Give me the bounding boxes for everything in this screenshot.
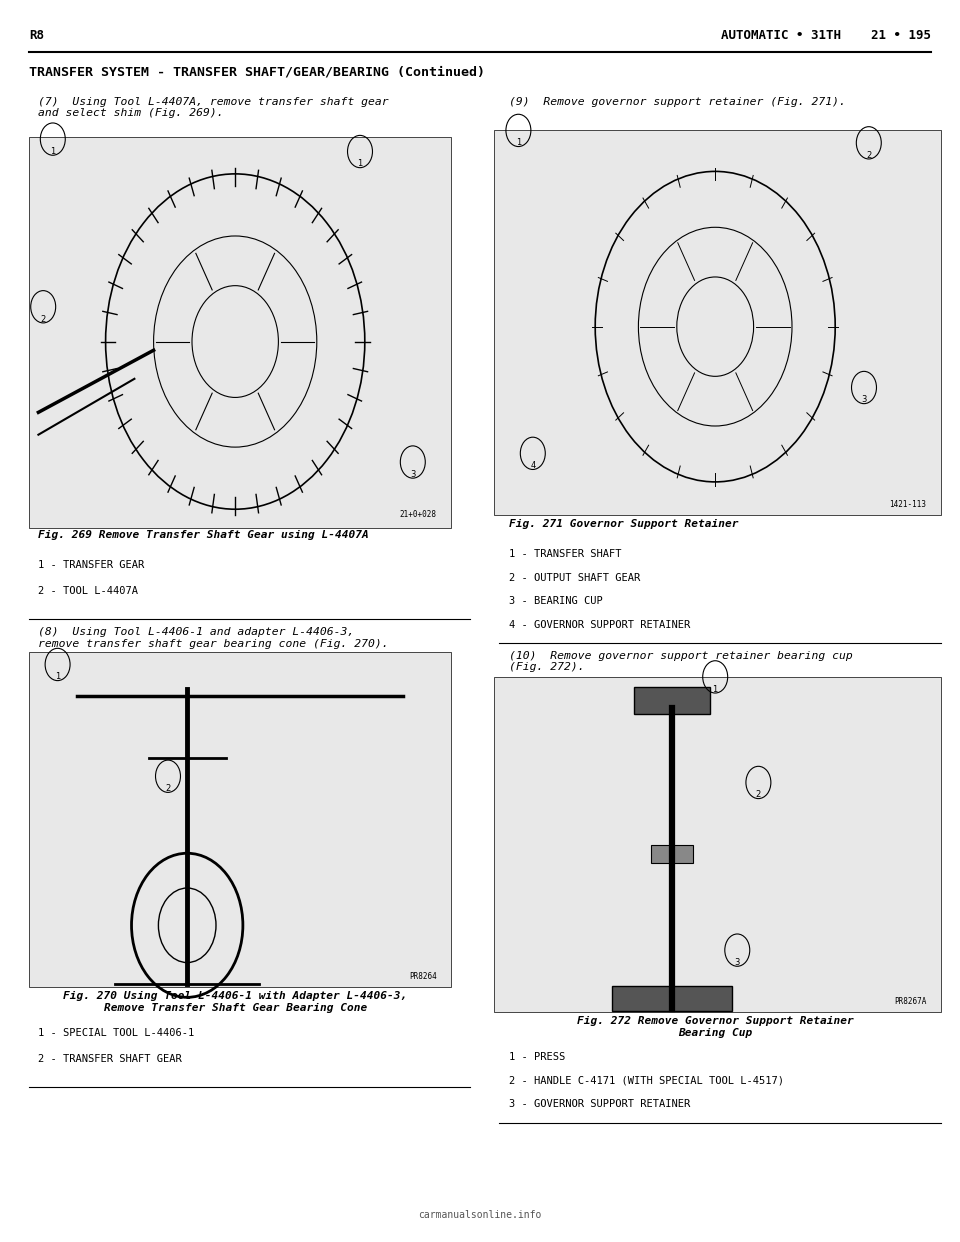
Text: 2: 2 bbox=[40, 314, 46, 324]
FancyBboxPatch shape bbox=[612, 986, 732, 1011]
Text: 3 - GOVERNOR SUPPORT RETAINER: 3 - GOVERNOR SUPPORT RETAINER bbox=[509, 1099, 690, 1109]
Text: Fig. 270 Using Tool L-4406-1 with Adapter L-4406-3,
Remove Transfer Shaft Gear B: Fig. 270 Using Tool L-4406-1 with Adapte… bbox=[63, 991, 407, 1012]
Text: 1 - PRESS: 1 - PRESS bbox=[509, 1052, 565, 1062]
Text: 1: 1 bbox=[50, 147, 56, 156]
Text: 2 - HANDLE C-4171 (WITH SPECIAL TOOL L-4517): 2 - HANDLE C-4171 (WITH SPECIAL TOOL L-4… bbox=[509, 1076, 783, 1086]
Text: 21+0+028: 21+0+028 bbox=[399, 510, 437, 519]
Text: 3: 3 bbox=[734, 958, 740, 968]
Text: 1: 1 bbox=[55, 672, 60, 682]
FancyBboxPatch shape bbox=[651, 845, 693, 863]
Text: PR8264: PR8264 bbox=[409, 972, 437, 981]
Text: 3 - BEARING CUP: 3 - BEARING CUP bbox=[509, 596, 603, 606]
Text: Fig. 272 Remove Governor Support Retainer
Bearing Cup: Fig. 272 Remove Governor Support Retaine… bbox=[577, 1016, 853, 1037]
Text: Fig. 271 Governor Support Retainer: Fig. 271 Governor Support Retainer bbox=[509, 519, 738, 529]
FancyBboxPatch shape bbox=[494, 677, 941, 1012]
Text: (10)  Remove governor support retainer bearing cup
(Fig. 272).: (10) Remove governor support retainer be… bbox=[509, 651, 852, 672]
Text: 1421-113: 1421-113 bbox=[889, 501, 926, 509]
Text: 2 - OUTPUT SHAFT GEAR: 2 - OUTPUT SHAFT GEAR bbox=[509, 573, 640, 582]
Text: PR8267A: PR8267A bbox=[894, 997, 926, 1006]
Text: 1: 1 bbox=[712, 684, 718, 694]
Text: 1: 1 bbox=[357, 159, 363, 169]
Text: 2: 2 bbox=[165, 784, 171, 794]
FancyBboxPatch shape bbox=[494, 130, 941, 515]
FancyBboxPatch shape bbox=[29, 652, 451, 987]
Text: (8)  Using Tool L-4406-1 and adapter L-4406-3,
remove transfer shaft gear bearin: (8) Using Tool L-4406-1 and adapter L-44… bbox=[38, 627, 389, 648]
Text: Fig. 269 Remove Transfer Shaft Gear using L-4407A: Fig. 269 Remove Transfer Shaft Gear usin… bbox=[38, 530, 370, 540]
Text: 2 - TRANSFER SHAFT GEAR: 2 - TRANSFER SHAFT GEAR bbox=[38, 1054, 182, 1064]
Text: AUTOMATIC • 31TH    21 • 195: AUTOMATIC • 31TH 21 • 195 bbox=[721, 30, 931, 42]
FancyBboxPatch shape bbox=[634, 687, 710, 714]
Text: 1: 1 bbox=[516, 138, 521, 148]
Text: 1 - SPECIAL TOOL L-4406-1: 1 - SPECIAL TOOL L-4406-1 bbox=[38, 1028, 195, 1038]
Text: 3: 3 bbox=[861, 395, 867, 405]
Text: 1 - TRANSFER SHAFT: 1 - TRANSFER SHAFT bbox=[509, 549, 621, 559]
Text: carmanualsonline.info: carmanualsonline.info bbox=[419, 1210, 541, 1220]
Text: TRANSFER SYSTEM - TRANSFER SHAFT/GEAR/BEARING (Continued): TRANSFER SYSTEM - TRANSFER SHAFT/GEAR/BE… bbox=[29, 66, 485, 78]
Text: 4: 4 bbox=[530, 461, 536, 471]
Text: 4 - GOVERNOR SUPPORT RETAINER: 4 - GOVERNOR SUPPORT RETAINER bbox=[509, 620, 690, 630]
Text: (7)  Using Tool L-4407A, remove transfer shaft gear
and select shim (Fig. 269).: (7) Using Tool L-4407A, remove transfer … bbox=[38, 97, 389, 118]
Text: (9)  Remove governor support retainer (Fig. 271).: (9) Remove governor support retainer (Fi… bbox=[509, 97, 846, 107]
FancyBboxPatch shape bbox=[29, 137, 451, 528]
Text: R8: R8 bbox=[29, 30, 44, 42]
Text: 1 - TRANSFER GEAR: 1 - TRANSFER GEAR bbox=[38, 560, 145, 570]
Text: 3: 3 bbox=[410, 469, 416, 479]
Text: 2: 2 bbox=[756, 790, 761, 800]
Text: 2 - TOOL L-4407A: 2 - TOOL L-4407A bbox=[38, 586, 138, 596]
Text: 2: 2 bbox=[866, 150, 872, 160]
